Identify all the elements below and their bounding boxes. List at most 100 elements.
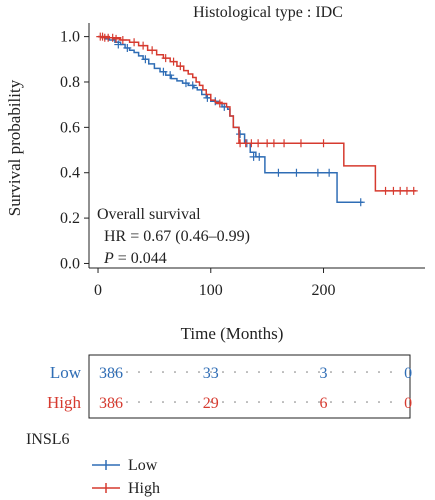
risk-dot bbox=[330, 371, 332, 373]
chart-title: Histological type : IDC bbox=[193, 4, 343, 21]
risk-count: 6 bbox=[320, 395, 328, 412]
censor-mark-high bbox=[139, 41, 148, 50]
censor-mark-high bbox=[112, 34, 121, 43]
risk-dot bbox=[114, 401, 116, 403]
risk-dot bbox=[354, 371, 356, 373]
censor-mark-low bbox=[114, 40, 123, 49]
censor-mark-high bbox=[108, 33, 117, 42]
risk-dot bbox=[342, 371, 344, 373]
censor-mark-high bbox=[389, 186, 398, 195]
censor-mark-high bbox=[381, 186, 390, 195]
censor-mark-high bbox=[118, 36, 127, 45]
annotation-p: P = 0.044 bbox=[103, 250, 167, 267]
censor-mark-low bbox=[141, 55, 150, 64]
y-tick-label: 0.2 bbox=[60, 210, 80, 227]
risk-table-xlabel: Time (Months) bbox=[181, 324, 284, 343]
risk-dot bbox=[114, 371, 116, 373]
risk-count: 0 bbox=[404, 365, 412, 382]
risk-dot bbox=[126, 371, 128, 373]
risk-dot bbox=[234, 401, 236, 403]
risk-dot bbox=[186, 371, 188, 373]
risk-dot bbox=[282, 371, 284, 373]
risk-dot bbox=[174, 371, 176, 373]
censor-mark-high bbox=[176, 62, 185, 71]
y-tick-label: 0.8 bbox=[60, 74, 80, 91]
risk-dot bbox=[174, 401, 176, 403]
risk-dot bbox=[246, 401, 248, 403]
censor-mark-high bbox=[263, 139, 272, 148]
risk-dot bbox=[306, 401, 308, 403]
censor-mark-high bbox=[409, 186, 418, 195]
risk-count: 386 bbox=[99, 365, 123, 382]
censor-mark-high bbox=[161, 54, 170, 63]
risk-dot bbox=[150, 371, 152, 373]
p-value: = 0.044 bbox=[114, 250, 167, 267]
censor-mark-low bbox=[356, 198, 365, 207]
risk-dot bbox=[162, 371, 164, 373]
risk-dot bbox=[222, 371, 224, 373]
risk-dot bbox=[234, 371, 236, 373]
censor-mark-high bbox=[215, 99, 224, 108]
risk-dot bbox=[378, 371, 380, 373]
annotation-line2: HR = 0.67 (0.46–0.99) bbox=[104, 228, 250, 245]
risk-row-label: High bbox=[47, 393, 82, 412]
risk-dot bbox=[294, 371, 296, 373]
risk-dot bbox=[390, 401, 392, 403]
y-tick-label: 0.0 bbox=[60, 255, 80, 272]
censor-mark-high bbox=[130, 38, 139, 47]
risk-dot bbox=[198, 371, 200, 373]
censor-mark-low bbox=[313, 168, 322, 177]
risk-dot bbox=[222, 401, 224, 403]
risk-dot bbox=[270, 401, 272, 403]
risk-dot bbox=[186, 401, 188, 403]
risk-dot bbox=[198, 401, 200, 403]
risk-dot bbox=[138, 401, 140, 403]
censor-mark-high bbox=[269, 139, 278, 148]
x-tick-label: 200 bbox=[312, 282, 336, 299]
risk-dot bbox=[102, 401, 104, 403]
y-tick-label: 0.6 bbox=[60, 119, 80, 136]
censor-mark-low bbox=[181, 79, 190, 88]
x-ticks: 0 100 200 bbox=[94, 268, 336, 299]
censor-mark-low bbox=[274, 168, 283, 177]
censor-mark-high bbox=[319, 139, 328, 148]
censor-mark-high bbox=[254, 139, 263, 148]
risk-count: 3 bbox=[320, 365, 328, 382]
risk-dot bbox=[246, 371, 248, 373]
legend-label-high: High bbox=[128, 480, 160, 497]
risk-count: 29 bbox=[203, 395, 219, 412]
y-tick-label: 1.0 bbox=[60, 29, 80, 46]
risk-dot bbox=[270, 371, 272, 373]
risk-row-label: Low bbox=[50, 363, 82, 382]
risk-count: 33 bbox=[203, 365, 219, 382]
risk-dot bbox=[366, 371, 368, 373]
risk-dot bbox=[378, 401, 380, 403]
censor-mark-high bbox=[396, 186, 405, 195]
x-tick-label: 0 bbox=[94, 282, 102, 299]
censor-mark-high bbox=[296, 139, 305, 148]
risk-dot bbox=[282, 401, 284, 403]
risk-dot bbox=[306, 371, 308, 373]
censor-mark-low bbox=[255, 152, 264, 161]
censor-mark-low bbox=[159, 67, 168, 76]
survival-curves bbox=[96, 32, 418, 207]
x-tick-label: 100 bbox=[199, 282, 223, 299]
risk-dot bbox=[210, 401, 212, 403]
risk-dot bbox=[366, 401, 368, 403]
censor-mark-low bbox=[166, 71, 175, 80]
censor-mark-low bbox=[292, 168, 301, 177]
risk-table-frame bbox=[88, 354, 411, 419]
censor-mark-low bbox=[123, 43, 132, 52]
legend: Low High bbox=[92, 457, 160, 497]
risk-dot bbox=[390, 371, 392, 373]
risk-count: 0 bbox=[404, 395, 412, 412]
risk-dot bbox=[342, 401, 344, 403]
censor-mark-low bbox=[325, 168, 334, 177]
censor-mark-high bbox=[169, 57, 178, 66]
censor-mark-high bbox=[402, 186, 411, 195]
risk-dot bbox=[210, 371, 212, 373]
risk-dot bbox=[258, 401, 260, 403]
censor-mark-high bbox=[148, 46, 157, 55]
risk-dot bbox=[126, 401, 128, 403]
